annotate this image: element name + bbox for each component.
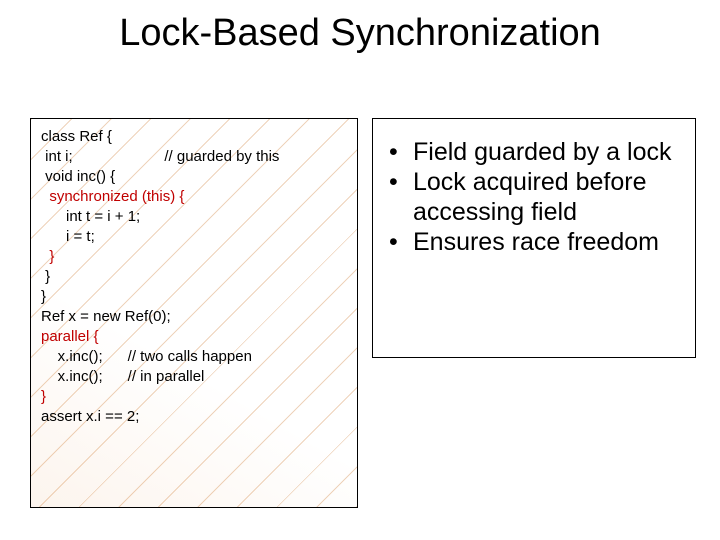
code-line-highlight: synchronized (this) { [41, 187, 347, 207]
page-title: Lock-Based Synchronization [0, 12, 720, 55]
bullet-text: Field guarded by a lock [413, 137, 671, 167]
code-line: int i; // guarded by this [41, 147, 347, 167]
code-line: void inc() { [41, 167, 347, 187]
code-line: i = t; [41, 227, 347, 247]
bullet-icon: • [387, 227, 413, 257]
code-line: Ref x = new Ref(0); [41, 307, 347, 327]
bullet-icon: • [387, 137, 413, 167]
bullet-item: • Lock acquired before accessing field [387, 167, 683, 227]
bullet-icon: • [387, 167, 413, 197]
code-panel: class Ref { int i; // guarded by this vo… [30, 118, 358, 508]
bullet-item: • Field guarded by a lock [387, 137, 683, 167]
code-line: } [41, 267, 347, 287]
code-line: int t = i + 1; [41, 207, 347, 227]
code-line: assert x.i == 2; [41, 407, 347, 427]
code-line: x.inc(); // in parallel [41, 367, 347, 387]
code-line-highlight: parallel { [41, 327, 347, 347]
code-line: } [41, 287, 347, 307]
bullet-text: Ensures race freedom [413, 227, 659, 257]
bullet-text: Lock acquired before accessing field [413, 167, 683, 227]
bullet-item: • Ensures race freedom [387, 227, 683, 257]
code-line: class Ref { [41, 127, 347, 147]
bullets-panel: • Field guarded by a lock • Lock acquire… [372, 118, 696, 358]
code-line-highlight: } [41, 247, 347, 267]
code-line-highlight: } [41, 387, 347, 407]
code-line: x.inc(); // two calls happen [41, 347, 347, 367]
